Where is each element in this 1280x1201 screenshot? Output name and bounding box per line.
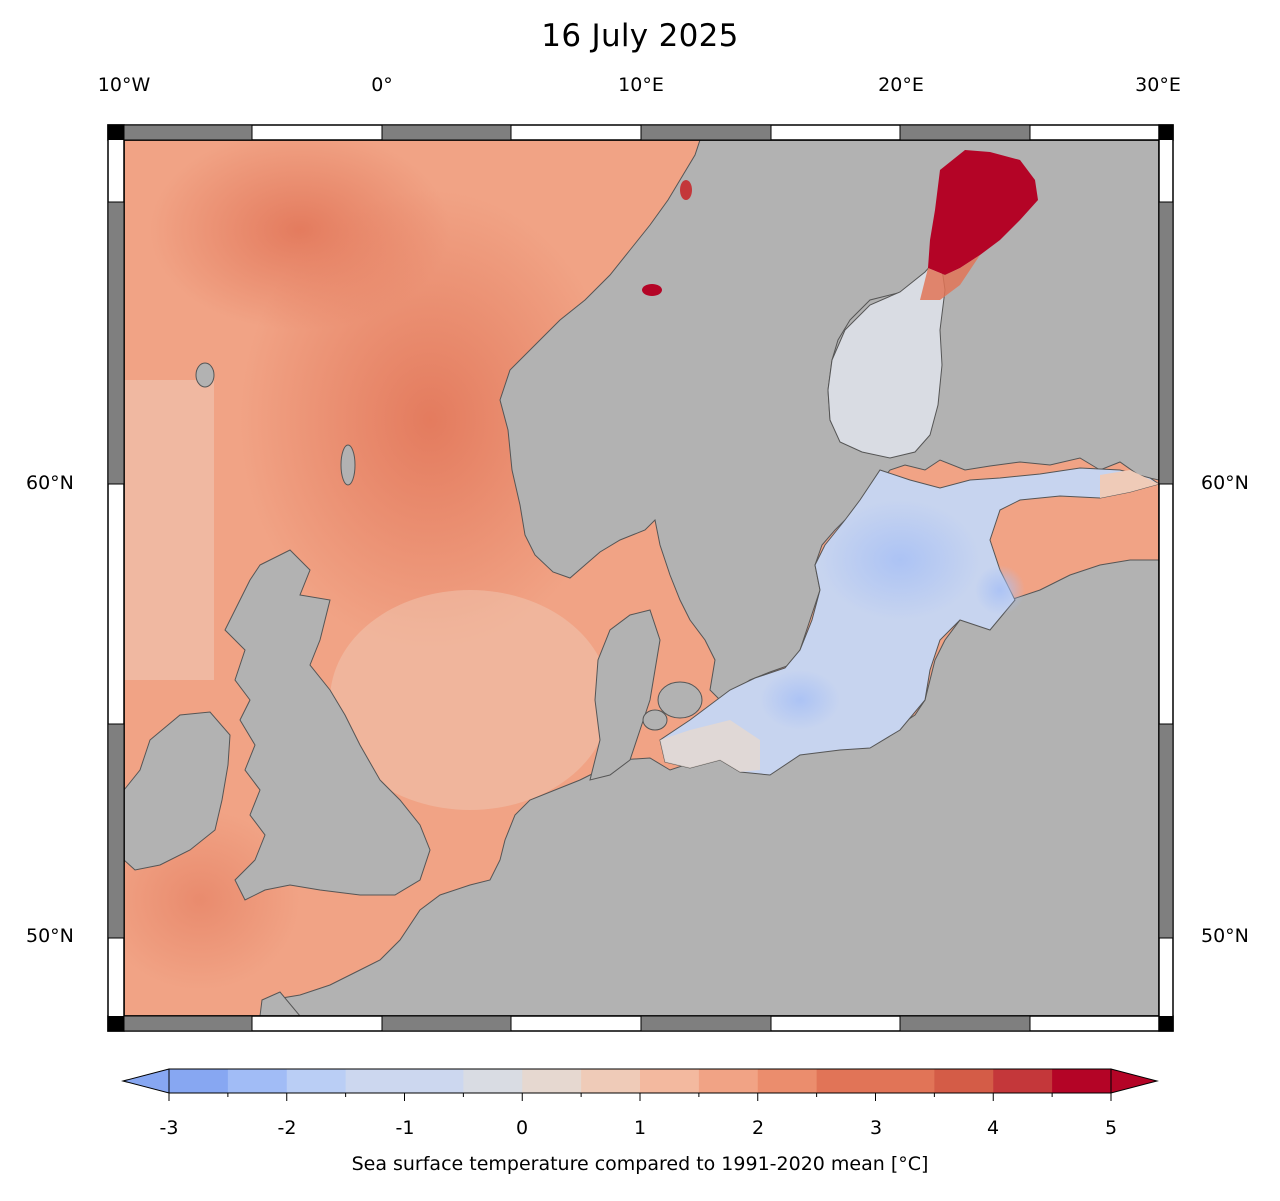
colorbar-segment [640, 1069, 700, 1093]
brittany-coast [259, 991, 301, 1016]
colorbar-tick-label: 0 [515, 1117, 529, 1139]
colorbar-title: Sea surface temperature compared to 1991… [351, 1153, 929, 1175]
map-title: 16 July 2025 [541, 18, 739, 54]
southern-baltic-mild [660, 720, 760, 772]
colorbar-segment [463, 1069, 523, 1093]
colorbar-segment [227, 1069, 288, 1093]
map-frame [107, 124, 1174, 1032]
colorbar-tick-label: 5 [1104, 1117, 1118, 1139]
colorbar-tick-label: 2 [751, 1117, 765, 1139]
colorbar-segment [286, 1069, 347, 1093]
colorbar-segment [934, 1069, 994, 1093]
lat-label-50n-left: 50°N [26, 925, 74, 947]
colorbar-tick-label: 4 [986, 1117, 1000, 1139]
colorbar-segment [522, 1069, 582, 1093]
colorbar-segment [169, 1069, 229, 1093]
cool-anomaly-patch [760, 670, 840, 730]
colorbar-segment [345, 1069, 405, 1093]
colorbar-tick-label: 1 [633, 1117, 647, 1139]
colorbar-segment [875, 1069, 935, 1093]
colorbar-segment [404, 1069, 464, 1093]
warm-anomaly-patch [150, 140, 450, 330]
colorbar-tick-label: -2 [277, 1117, 297, 1139]
colorbar-segment [816, 1069, 876, 1093]
bay-of-bothnia-hot [928, 150, 1038, 275]
colorbar-segment [757, 1069, 818, 1093]
cool-anomaly-patch [975, 565, 1025, 615]
warm-coastal-spot [642, 284, 662, 296]
funen-island [642, 709, 668, 731]
lat-label-60n-left: 60°N [26, 472, 74, 494]
colorbar-segment [1052, 1069, 1112, 1093]
colorbar-tick-label: 3 [869, 1117, 883, 1139]
colorbar-segment [698, 1069, 759, 1093]
colorbar-segment [581, 1069, 641, 1093]
lon-label-20e: 20°E [878, 74, 924, 96]
lon-label-30e: 30°E [1135, 74, 1181, 96]
lat-label-50n-right: 50°N [1201, 925, 1249, 947]
lon-label-0: 0° [371, 74, 393, 96]
jutland-peninsula [589, 609, 661, 781]
lon-label-10w: 10°W [97, 74, 151, 96]
map-area [124, 140, 1159, 1016]
faroe-islands [195, 362, 215, 388]
zealand-island [657, 681, 703, 719]
cool-anomaly-patch [820, 500, 980, 620]
mainland-europe-south [259, 559, 1159, 1016]
great-britain [224, 549, 431, 901]
colorbar-tick-label: -1 [395, 1117, 415, 1139]
warm-coastal-spot [680, 180, 692, 200]
lat-label-60n-right: 60°N [1201, 472, 1249, 494]
bay-of-bothnia-transition [920, 255, 980, 300]
colorbar-tick-label: -3 [159, 1117, 179, 1139]
lon-label-10e: 10°E [618, 74, 664, 96]
colorbar-segment [993, 1069, 1053, 1093]
shetland-islands [340, 444, 356, 486]
ireland [124, 711, 231, 871]
colorbar-extend-low [121, 1068, 170, 1094]
mild-anomaly-patch [124, 380, 214, 680]
gulf-of-bothnia-water [827, 253, 946, 459]
gulf-of-finland-warm [1100, 470, 1159, 498]
colorbar [121, 1068, 1159, 1101]
colorbar-extend-high [1110, 1068, 1159, 1094]
mild-anomaly-patch [330, 590, 610, 810]
